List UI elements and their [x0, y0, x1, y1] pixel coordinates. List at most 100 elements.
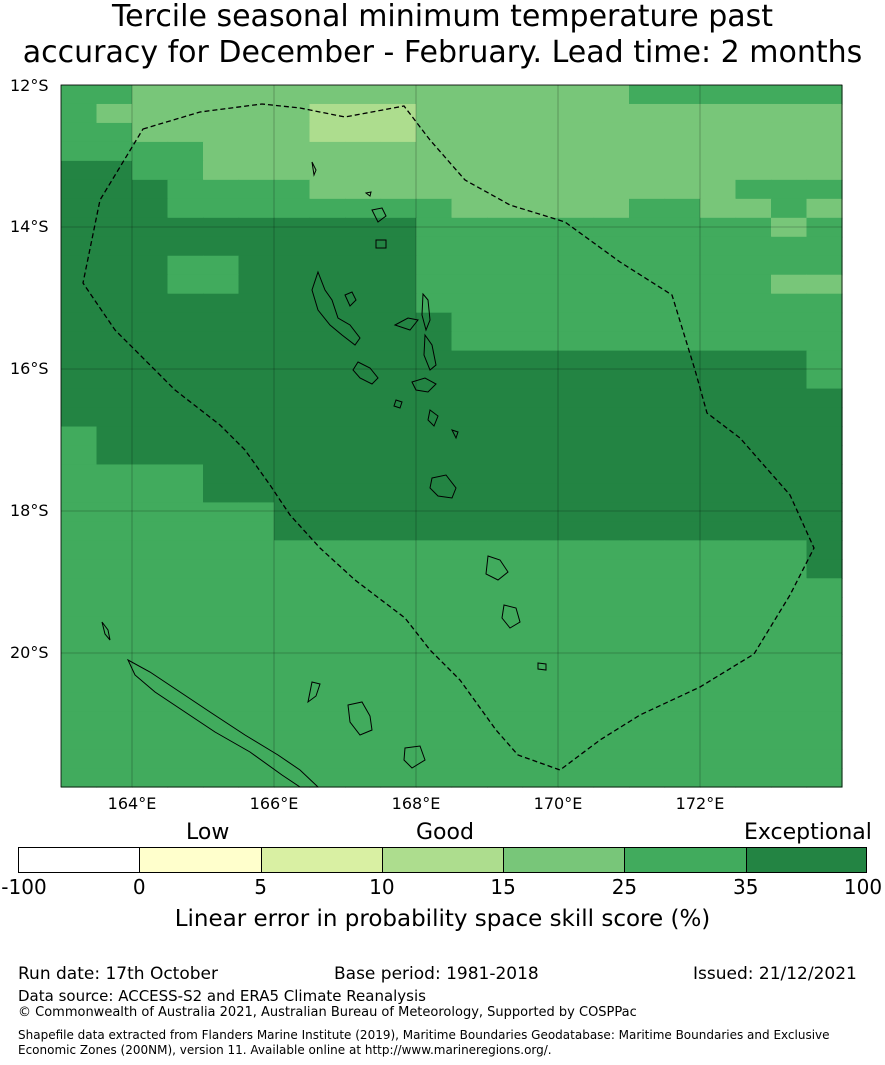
skill-cell — [558, 255, 595, 276]
skill-cell — [593, 141, 630, 162]
skill-cell — [735, 730, 772, 750]
skill-cell — [558, 312, 595, 333]
skill-cell — [664, 179, 701, 200]
island-belep — [101, 621, 111, 641]
skill-cell — [522, 597, 559, 617]
skill-cell — [522, 768, 559, 788]
island-epi — [427, 409, 439, 427]
skill-cell — [593, 464, 630, 485]
skill-cell — [806, 141, 843, 162]
skill-cell — [629, 274, 666, 295]
skill-cell — [629, 464, 666, 485]
skill-cell — [167, 768, 204, 788]
skill-cell — [522, 502, 559, 522]
skill-cell — [274, 331, 311, 352]
skill-cell — [522, 179, 559, 200]
skill-cell — [806, 122, 843, 143]
skill-cell — [806, 768, 843, 788]
skill-cell — [238, 350, 275, 371]
skill-cell — [664, 407, 701, 428]
skill-cell — [806, 502, 843, 522]
skill-cell — [593, 749, 630, 769]
skill-cell — [345, 388, 382, 409]
skill-cell — [487, 198, 524, 219]
skill-cell — [416, 768, 453, 788]
skill-cell — [380, 369, 417, 390]
skill-cell — [522, 388, 559, 409]
skill-cell — [203, 179, 240, 200]
skill-cell — [700, 160, 737, 181]
skill-cell — [735, 179, 772, 200]
skill-cell — [416, 85, 453, 105]
skill-cell — [203, 293, 240, 314]
skill-cell — [451, 578, 488, 598]
skill-cell — [345, 350, 382, 371]
skill-cell — [309, 160, 346, 181]
skill-cell — [309, 407, 346, 428]
skill-cell — [416, 692, 453, 712]
skill-cell — [593, 597, 630, 617]
skill-cell — [416, 122, 453, 143]
skill-cell — [345, 521, 382, 541]
skill-cell — [167, 388, 204, 409]
skill-cell — [700, 122, 737, 143]
skill-cell — [309, 521, 346, 541]
skill-cell — [522, 445, 559, 466]
skill-cell — [61, 274, 98, 295]
skill-cell — [451, 274, 488, 295]
skill-cell — [451, 369, 488, 390]
skill-cell — [487, 103, 524, 124]
skill-cell — [771, 673, 808, 693]
skill-cell — [664, 616, 701, 636]
colorbar-swatch — [745, 847, 868, 873]
skill-cell — [664, 521, 701, 541]
island-efate — [429, 474, 457, 499]
skill-cell — [451, 236, 488, 257]
skill-cell — [309, 445, 346, 466]
skill-cell — [203, 578, 240, 598]
skill-cell — [309, 350, 346, 371]
skill-cell — [309, 578, 346, 598]
skill-cell — [61, 103, 98, 124]
shapefile-credit-line-2: Economic Zones (200NM), version 11. Avai… — [18, 1043, 552, 1057]
skill-cell — [558, 559, 595, 579]
skill-cell — [700, 521, 737, 541]
skill-cell — [771, 122, 808, 143]
skill-cell — [380, 768, 417, 788]
skill-cell — [274, 464, 311, 485]
skill-cell — [132, 293, 169, 314]
skill-cell — [664, 255, 701, 276]
skill-cell — [735, 388, 772, 409]
skill-cell — [238, 483, 275, 504]
skill-cell — [487, 160, 524, 181]
skill-cell — [167, 407, 204, 428]
category-exceptional: Exceptional — [744, 820, 872, 845]
skill-cell — [132, 673, 169, 693]
skill-cell — [309, 502, 346, 522]
skill-cell — [593, 293, 630, 314]
skill-cell — [664, 445, 701, 466]
skill-cell — [274, 426, 311, 447]
skill-cell — [274, 502, 311, 522]
skill-cell — [238, 85, 275, 105]
skill-cell — [380, 749, 417, 769]
skill-cell — [700, 711, 737, 731]
skill-cell — [309, 198, 346, 219]
skill-cell — [629, 388, 666, 409]
skill-cell — [771, 103, 808, 124]
skill-cell — [522, 540, 559, 560]
skill-cell — [629, 521, 666, 541]
category-low: Low — [186, 820, 230, 845]
skill-cell — [664, 160, 701, 181]
shapefile-credit-line-1: Shapefile data extracted from Flanders M… — [18, 1028, 830, 1042]
skill-cell — [487, 635, 524, 655]
skill-cell — [274, 198, 311, 219]
skill-cell — [238, 426, 275, 447]
skill-cell — [380, 160, 417, 181]
skill-cell — [380, 502, 417, 522]
skill-cell — [700, 540, 737, 560]
skill-cell — [203, 160, 240, 181]
skill-cell — [664, 502, 701, 522]
skill-cell — [558, 502, 595, 522]
skill-cell — [167, 464, 204, 485]
